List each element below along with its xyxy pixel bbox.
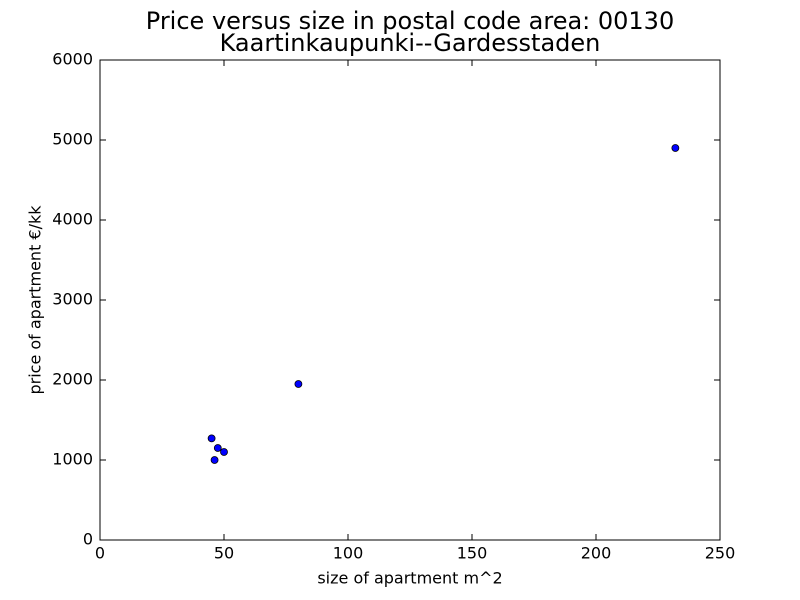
x-tick-label: 200 bbox=[581, 544, 612, 563]
chart-title-line2: Kaartinkaupunki--Gardesstaden bbox=[220, 29, 601, 57]
y-tick-label: 6000 bbox=[52, 50, 93, 69]
y-tick-label: 5000 bbox=[52, 130, 93, 149]
y-axis-label: price of apartment €/kk bbox=[26, 205, 45, 395]
y-tick-label: 1000 bbox=[52, 450, 93, 469]
plot-frame bbox=[99, 59, 721, 541]
x-axis-label: size of apartment m^2 bbox=[317, 569, 502, 588]
points-layer bbox=[207, 144, 680, 464]
y-tick-label: 0 bbox=[83, 530, 93, 549]
y-tick-label: 3000 bbox=[52, 290, 93, 309]
ticks-layer: 0 50 100 150 200 250 0 1000 2000 3000 4000 5000 6000 bbox=[52, 50, 735, 563]
data-point bbox=[220, 448, 228, 456]
data-point bbox=[210, 456, 219, 464]
x-tick-label: 150 bbox=[457, 544, 488, 563]
x-tick-label: 0 bbox=[95, 544, 105, 563]
data-point bbox=[671, 144, 680, 152]
x-tick-label: 100 bbox=[333, 544, 364, 563]
data-point bbox=[207, 434, 216, 443]
data-point bbox=[294, 380, 303, 388]
x-tick-label: 250 bbox=[705, 544, 736, 563]
y-tick-label: 2000 bbox=[52, 370, 93, 389]
x-tick-label: 50 bbox=[214, 544, 234, 563]
data-point bbox=[213, 444, 222, 452]
y-tick-label: 4000 bbox=[52, 210, 93, 229]
chart-title-line1: Price versus size in postal code area: 0… bbox=[146, 7, 674, 35]
